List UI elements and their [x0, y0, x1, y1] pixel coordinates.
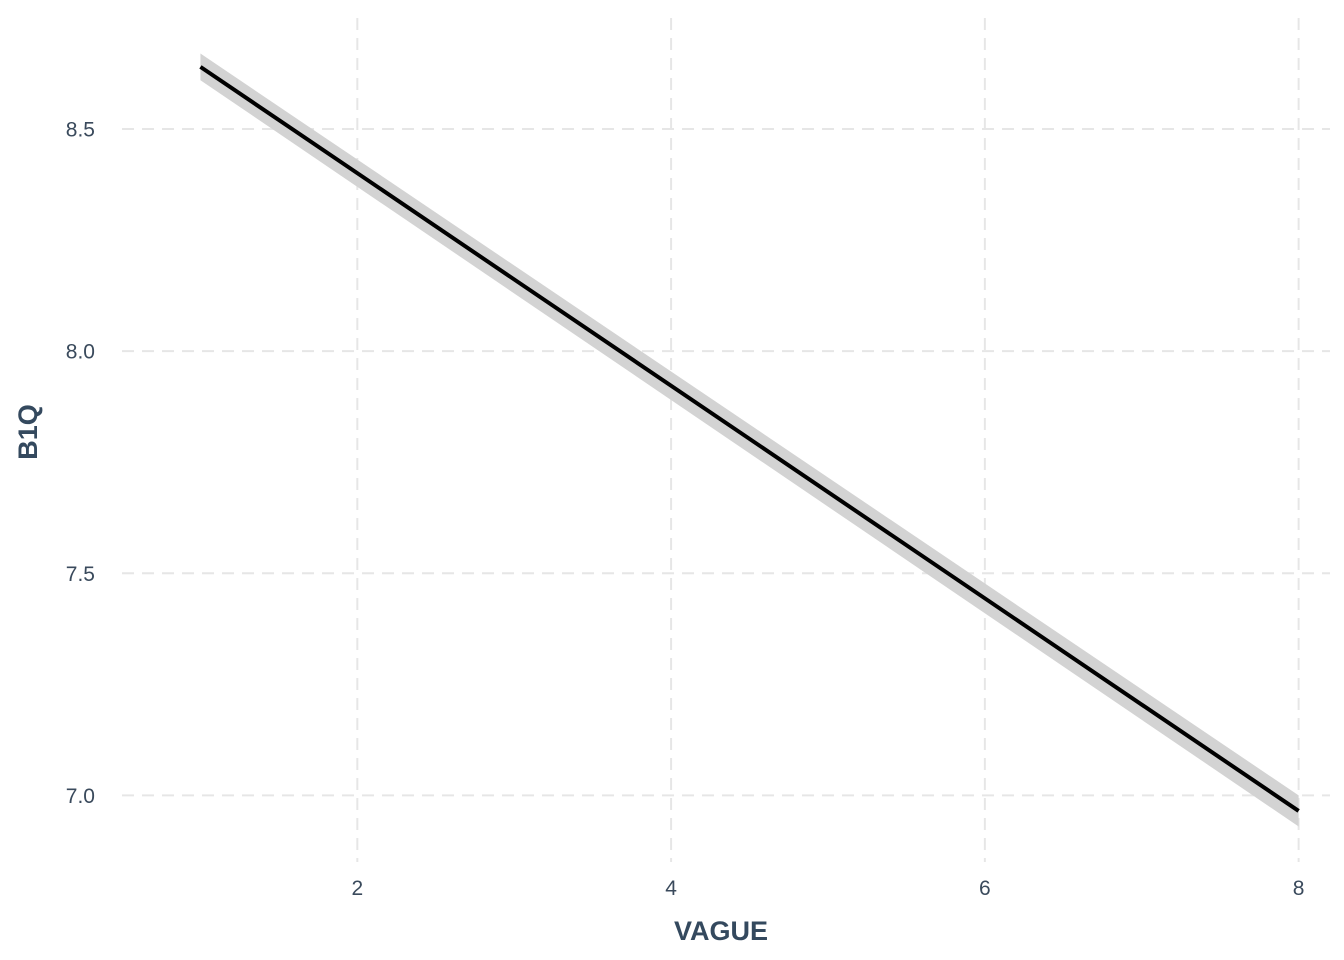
x-axis-title: VAGUE — [674, 916, 768, 946]
y-tick-label: 7.0 — [66, 785, 95, 808]
y-tick-label: 8.5 — [66, 119, 95, 142]
regression-lines — [199, 65, 1300, 813]
y-axis-title: B1Q — [13, 404, 43, 460]
x-tick-labels: 2 4 6 8 — [351, 877, 1304, 900]
y-tick-labels: 7.0 7.5 8.0 8.5 — [66, 119, 95, 808]
x-tick-label: 2 — [351, 877, 363, 900]
x-gridlines — [356, 18, 1300, 862]
y-tick-label: 8.0 — [66, 341, 95, 364]
x-tick-label: 6 — [979, 877, 991, 900]
y-tick-label: 7.5 — [66, 563, 95, 586]
regression-line — [199, 65, 1300, 813]
x-tick-label: 4 — [665, 877, 677, 900]
y-gridlines — [122, 128, 1330, 797]
x-tick-label: 8 — [1293, 877, 1305, 900]
